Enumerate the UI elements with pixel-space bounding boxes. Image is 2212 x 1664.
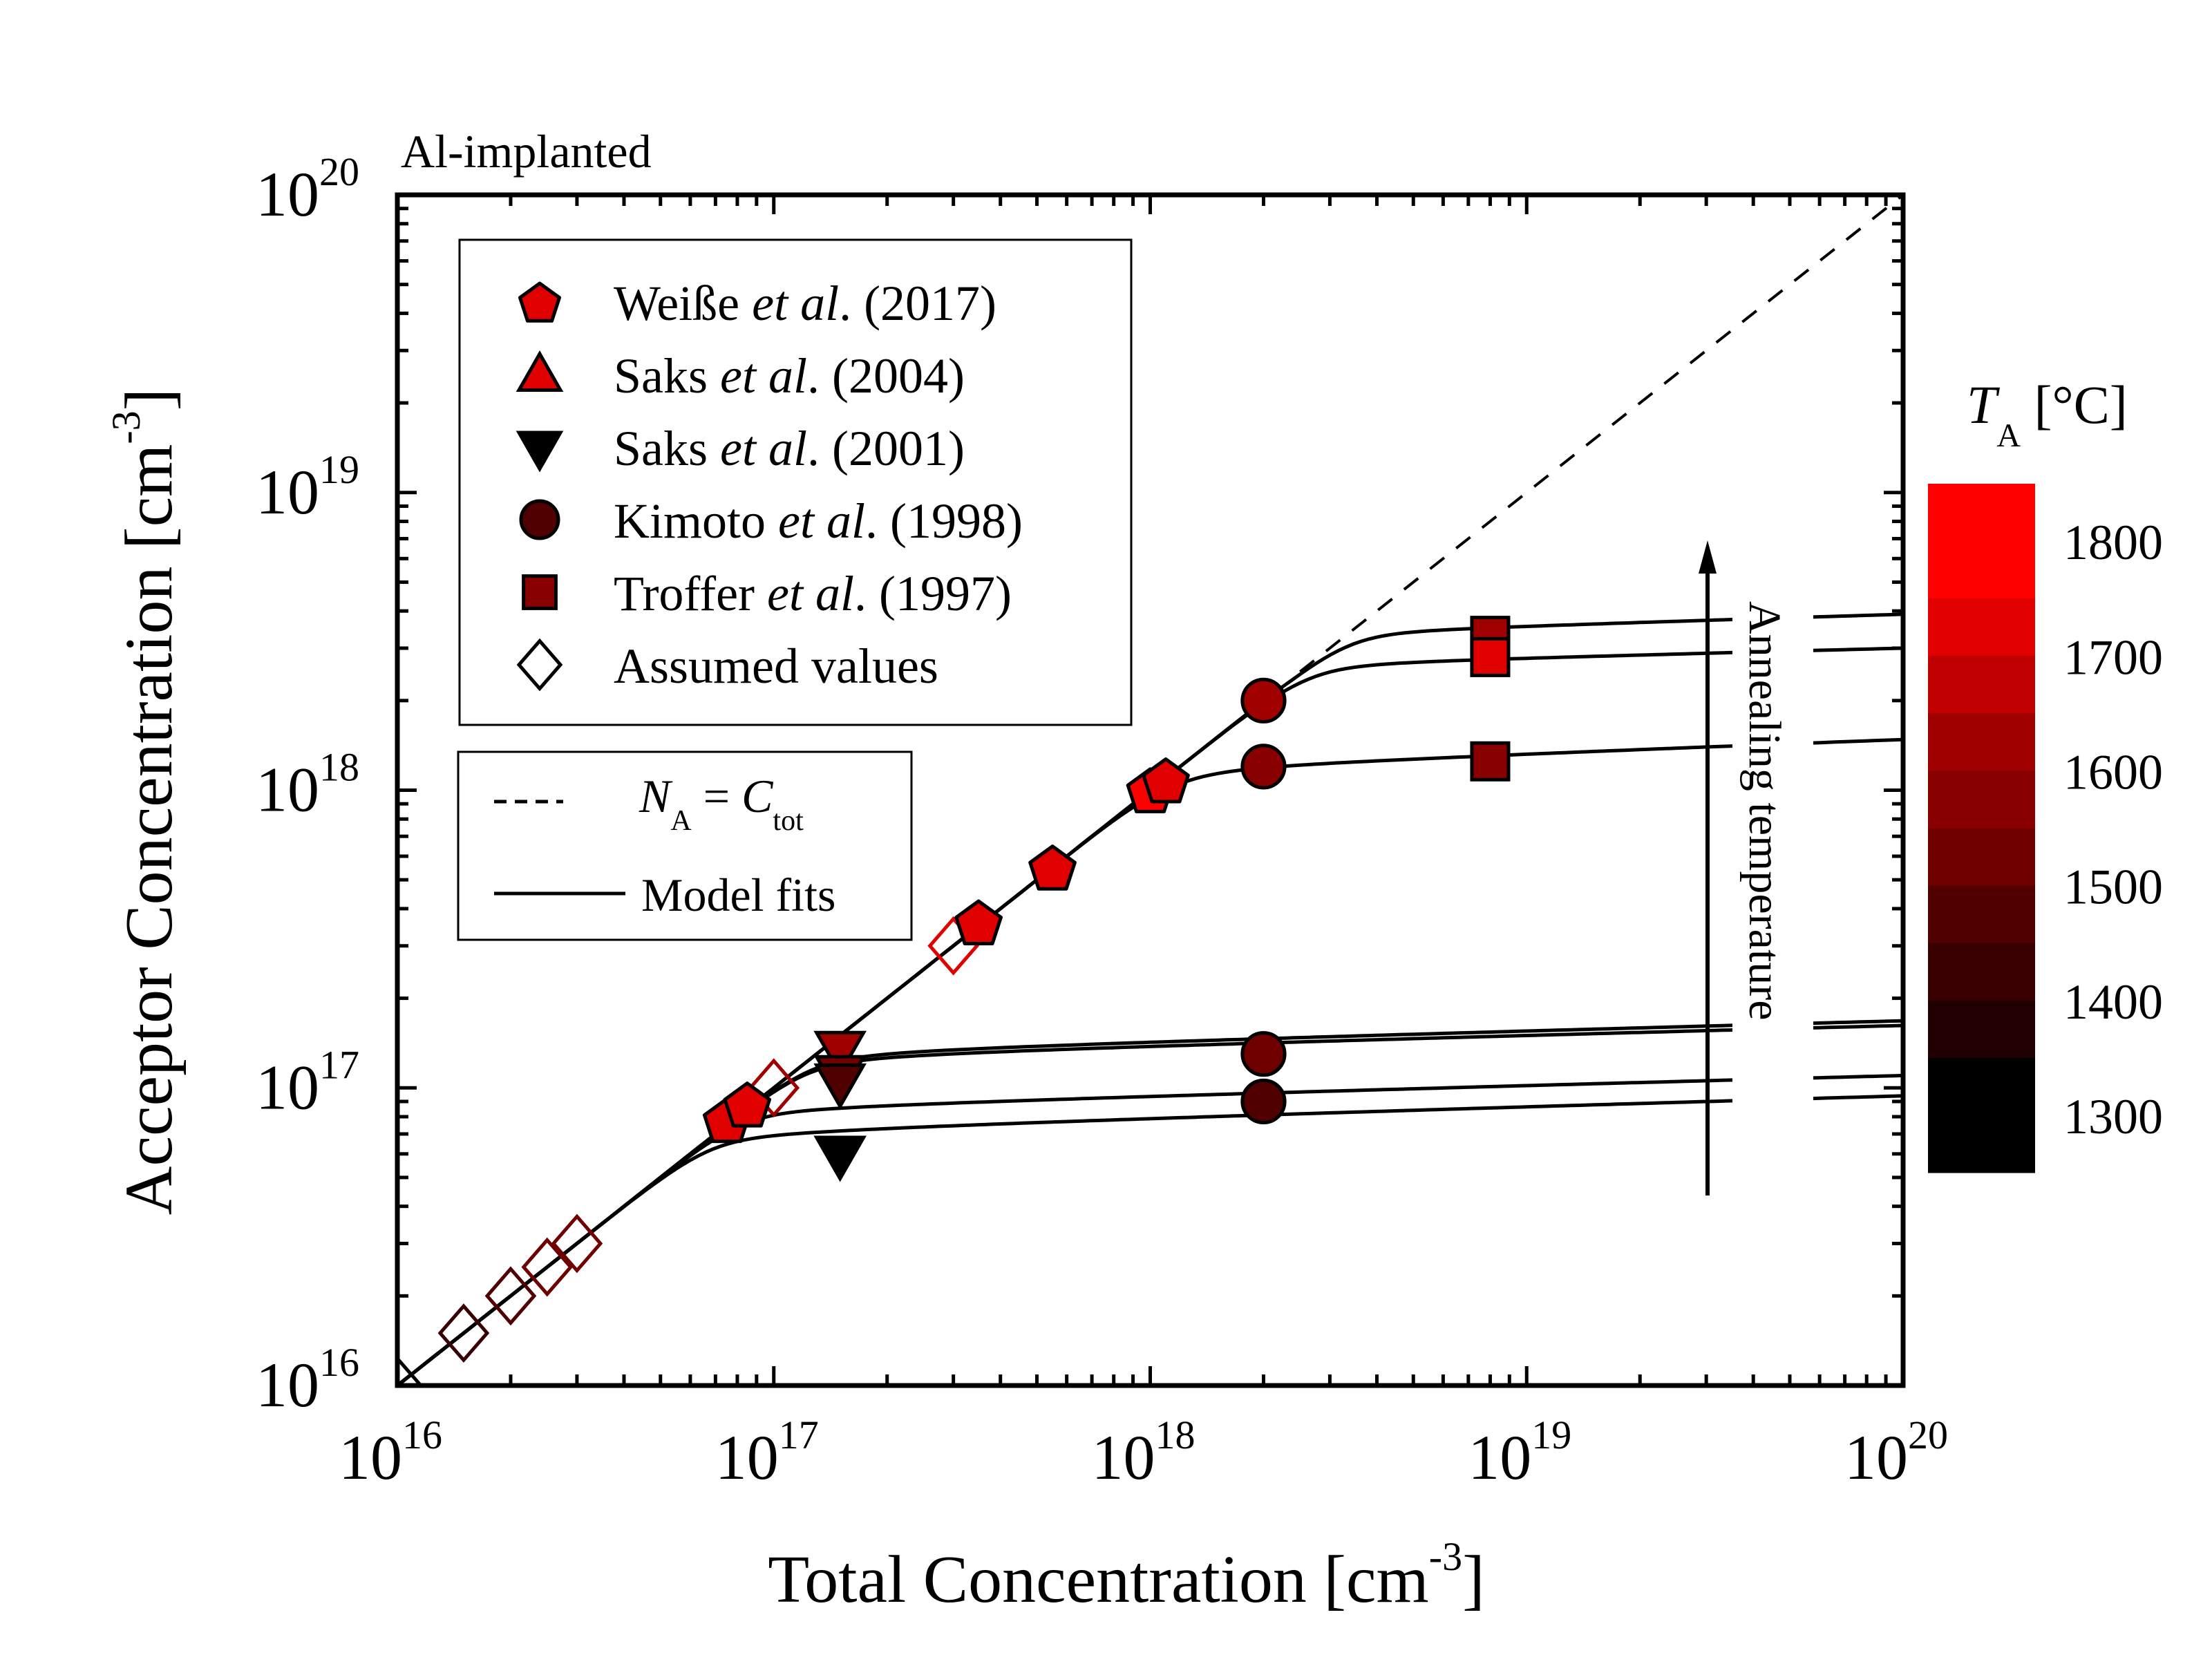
data-point-diamond-open bbox=[551, 1213, 603, 1274]
data-point-circle bbox=[1240, 677, 1287, 724]
colorbar-tick-label: 1600 bbox=[2063, 744, 2163, 800]
line-legend-label-model: Model fits bbox=[641, 869, 835, 921]
colorbar-band bbox=[1928, 484, 2035, 599]
colorbar-band bbox=[1928, 885, 2035, 944]
data-point-triangle-down bbox=[813, 1135, 867, 1182]
data-point-triangle-down bbox=[813, 1063, 867, 1110]
colorbar-band bbox=[1928, 656, 2035, 714]
colorbar-band bbox=[1928, 828, 2035, 887]
plot-frame bbox=[395, 192, 1906, 1388]
data-point-square bbox=[1470, 741, 1511, 782]
x-tick-label: 1016 bbox=[339, 1412, 442, 1493]
y-axis-label: Acceptor Concentration [cm-3] bbox=[104, 388, 187, 1216]
annotation-background bbox=[1732, 594, 1813, 1161]
chart-title: Al-implanted bbox=[401, 125, 652, 178]
colorbar-band bbox=[1928, 943, 2035, 1001]
colorbar-tick-label: 1300 bbox=[2063, 1089, 2163, 1144]
y-tick-label: 1017 bbox=[256, 1042, 359, 1122]
colorbar-band bbox=[1928, 770, 2035, 829]
x-tick-label: 1017 bbox=[715, 1412, 819, 1493]
y-tick-label: 1020 bbox=[256, 149, 359, 229]
annealing-arrow bbox=[1699, 540, 1717, 1195]
x-axis-label-main: Total Concentration [cm bbox=[768, 1542, 1429, 1617]
data-point-diamond-open bbox=[521, 1237, 574, 1297]
colorbar-band bbox=[1928, 1000, 2035, 1059]
colorbar-band bbox=[1928, 598, 2035, 656]
colorbar-title: TA [°C] bbox=[1967, 375, 2128, 454]
line-legend-label-reference: NA = Ctot bbox=[639, 770, 804, 837]
colorbar: TA [°C] 1800 1700 1600 1500 1400 1300 bbox=[1928, 375, 2163, 1173]
data-point-circle bbox=[1240, 1078, 1287, 1125]
data-point-diamond-open bbox=[397, 1356, 424, 1386]
colorbar-band bbox=[1928, 713, 2035, 771]
x-axis-label-end: ] bbox=[1462, 1542, 1485, 1617]
data-markers bbox=[397, 616, 1511, 1386]
y-tick-label: 1018 bbox=[256, 745, 359, 825]
legend-label-weisse: Weiße et al. (2017) bbox=[614, 276, 996, 331]
y-axis-label-main: Acceptor Concentration [cm bbox=[112, 444, 187, 1216]
model-fit-curves bbox=[397, 612, 1903, 1386]
x-axis-label: Total Concentration [cm-3] bbox=[768, 1534, 1484, 1617]
legend-marker-assumed bbox=[516, 638, 563, 692]
legend-marker-saks2004 bbox=[516, 350, 564, 392]
legend-marker-weisse bbox=[518, 281, 561, 323]
model-fit-curve bbox=[397, 1073, 1903, 1386]
legend-marker-troffer bbox=[522, 574, 558, 610]
colorbar-tick-label: 1500 bbox=[2063, 860, 2163, 915]
line-legend: NA = Ctot Model fits bbox=[457, 750, 913, 941]
x-tick-label: 1020 bbox=[1844, 1412, 1948, 1493]
axis-tick-labels: 1016 1017 1018 1019 1020 1016 1017 1018 1019 1020 bbox=[256, 149, 1948, 1493]
colorbar-tick-label: 1700 bbox=[2063, 630, 2163, 685]
annealing-annotation: Annealing temperature bbox=[1739, 601, 1790, 1021]
marker-legend: Weiße et al. (2017) Saks et al. (2004) Sak… bbox=[458, 238, 1133, 726]
y-tick-label: 1019 bbox=[256, 447, 359, 527]
model-fit-curve bbox=[397, 1019, 1903, 1386]
model-fit-curve bbox=[397, 1094, 1903, 1386]
x-tick-label: 1019 bbox=[1468, 1412, 1571, 1493]
marker-legend-box bbox=[458, 238, 1133, 726]
x-tick-label: 1018 bbox=[1092, 1412, 1195, 1493]
reference-line-dashed bbox=[1299, 195, 1903, 673]
x-axis-label-sup: -3 bbox=[1429, 1534, 1462, 1579]
legend-label-assumed: Assumed values bbox=[614, 639, 938, 694]
reference-line bbox=[1299, 195, 1903, 673]
data-point-diamond-open bbox=[748, 1058, 800, 1118]
data-point-square bbox=[1470, 636, 1511, 677]
data-point-pentagon bbox=[723, 1081, 772, 1128]
data-point-circle bbox=[1240, 744, 1287, 790]
colorbar-tick-label: 1400 bbox=[2063, 974, 2163, 1030]
legend-marker-kimoto bbox=[519, 499, 560, 540]
data-point-diamond-open bbox=[484, 1266, 537, 1326]
legend-label-saks2001: Saks et al. (2001) bbox=[614, 421, 965, 476]
colorbar-band bbox=[1928, 1057, 2035, 1173]
arrow-head-icon bbox=[1699, 540, 1717, 574]
y-axis-label-end: ] bbox=[112, 388, 187, 411]
data-point-pentagon bbox=[1142, 757, 1190, 804]
colorbar-tick-label: 1800 bbox=[2063, 515, 2163, 570]
data-point-diamond-open bbox=[437, 1303, 490, 1363]
data-point-pentagon bbox=[954, 899, 1003, 945]
legend-label-kimoto: Kimoto et al. (1998) bbox=[614, 493, 1023, 549]
y-tick-label: 1016 bbox=[256, 1340, 359, 1420]
legend-label-saks2004: Saks et al. (2004) bbox=[614, 348, 965, 404]
data-point-circle bbox=[1240, 1031, 1287, 1077]
data-point-triangle-down bbox=[813, 1030, 867, 1077]
data-point-pentagon bbox=[1028, 844, 1077, 891]
legend-label-troffer: Troffer et al. (1997) bbox=[614, 566, 1012, 621]
legend-marker-saks2001 bbox=[516, 431, 564, 473]
line-legend-box bbox=[457, 750, 913, 941]
model-fit-curve bbox=[397, 612, 1903, 1386]
y-axis-label-sup: -3 bbox=[104, 410, 149, 444]
